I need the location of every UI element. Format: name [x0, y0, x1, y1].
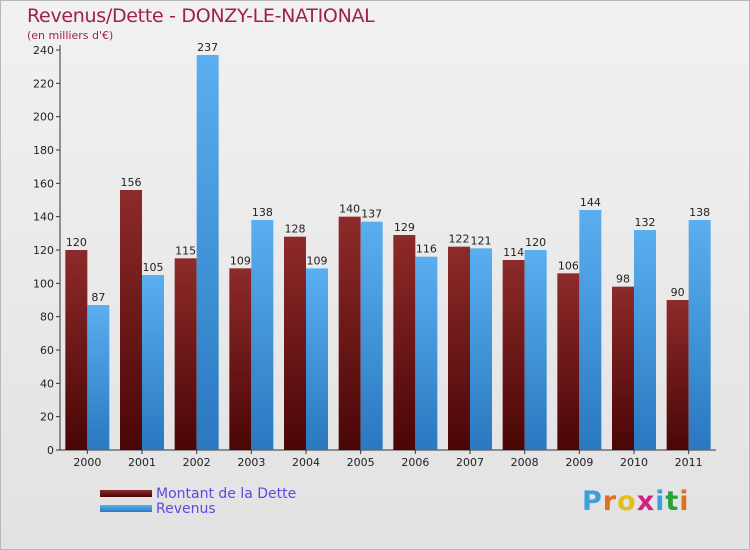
bar-revenus [360, 221, 383, 450]
y-tick-label: 180 [33, 144, 54, 157]
bar-dette [174, 258, 197, 450]
bar-dette [557, 273, 580, 450]
bar-revenus [251, 220, 274, 450]
data-label-dette: 98 [616, 273, 630, 286]
y-tick-label: 200 [33, 111, 54, 124]
y-tick-label: 120 [33, 244, 54, 257]
y-tick-label: 220 [33, 77, 54, 90]
y-tick-label: 160 [33, 177, 54, 190]
bar-dette [448, 246, 470, 450]
bar-revenus [634, 230, 656, 450]
data-label-dette: 115 [175, 244, 196, 257]
bar-revenus [688, 220, 711, 450]
legend-swatch-revenue [100, 505, 152, 512]
axes: 0 20 40 60 80 100 120 140 160 180 200 220 240 2000 200… [33, 44, 716, 469]
data-label-dette: 156 [121, 176, 142, 189]
data-label-dette: 128 [285, 223, 306, 236]
data-label-revenus: 138 [252, 206, 273, 219]
logo-letter: i [655, 486, 666, 517]
x-tick-label: 2000 [73, 456, 101, 469]
x-tick-label: 2003 [237, 456, 265, 469]
bar-dette [502, 260, 525, 450]
logo-letter: x [636, 486, 656, 517]
data-label-revenus: 116 [416, 243, 437, 256]
bar-revenus [196, 55, 219, 450]
bar-dette [612, 286, 634, 450]
bar-revenus [470, 248, 492, 450]
legend-label-revenue: Revenus [156, 500, 216, 517]
y-tick-label: 20 [40, 411, 54, 424]
legend-item-debt: Montant de la Dette [100, 485, 297, 502]
data-label-dette: 106 [558, 259, 579, 272]
legend-item-revenue: Revenus [100, 500, 296, 517]
bar-revenus [142, 275, 164, 450]
x-tick-label: 2004 [292, 456, 320, 469]
data-label-dette: 129 [394, 221, 415, 234]
bar-dette [284, 236, 306, 450]
data-label-revenus: 137 [361, 208, 382, 221]
y-tick-label: 80 [40, 311, 54, 324]
data-label-revenus: 105 [143, 261, 164, 274]
bar-dette [393, 235, 416, 450]
chart-subtitle: (en milliers d'€) [27, 29, 114, 42]
data-label-revenus: 87 [91, 291, 105, 304]
x-tick-label: 2011 [675, 456, 703, 469]
y-tick-label: 140 [33, 211, 54, 224]
chart-title: Revenus/Dette - DONZY-LE-NATIONAL [27, 5, 375, 27]
bar-dette [338, 216, 361, 450]
logo-letter: o [617, 486, 637, 517]
data-label-dette: 114 [503, 246, 524, 259]
bar-revenus [87, 305, 110, 450]
x-tick-label: 2001 [128, 456, 156, 469]
bar-dette [229, 268, 252, 450]
bar-dette [65, 250, 88, 450]
data-label-revenus: 132 [635, 216, 656, 229]
data-label-revenus: 121 [471, 234, 492, 247]
data-label-revenus: 144 [580, 196, 601, 209]
x-tick-label: 2006 [401, 456, 429, 469]
logo-letter: t [665, 486, 680, 517]
legend-swatch-debt [100, 490, 152, 497]
bar-dette [120, 190, 142, 450]
bar-revenus [306, 268, 328, 450]
bar-revenus [415, 256, 438, 450]
y-tick-label: 240 [33, 44, 54, 57]
legend: Montant de la Dette Revenus [100, 485, 297, 517]
proxiti-logo: Proxiti [582, 486, 690, 517]
y-tick-label: 60 [40, 344, 54, 357]
data-label-revenus: 138 [689, 206, 710, 219]
data-label-revenus: 120 [525, 236, 546, 249]
bar-revenus [579, 210, 602, 450]
x-tick-label: 2002 [183, 456, 211, 469]
y-tick-label: 40 [40, 377, 54, 390]
data-label-dette: 90 [671, 286, 685, 299]
bar-dette [666, 300, 689, 450]
data-label-revenus: 237 [197, 41, 218, 54]
y-tick-label: 100 [33, 277, 54, 290]
x-tick-label: 2008 [511, 456, 539, 469]
x-tick-label: 2009 [565, 456, 593, 469]
logo-letter: P [582, 486, 603, 517]
data-label-dette: 122 [449, 233, 470, 246]
logo-letter: i [679, 486, 690, 517]
data-label-revenus: 109 [307, 254, 328, 267]
x-tick-label: 2005 [347, 456, 375, 469]
data-label-dette: 120 [66, 236, 87, 249]
x-tick-label: 2007 [456, 456, 484, 469]
bar-revenus [524, 250, 547, 450]
y-tick-label: 0 [47, 444, 54, 457]
logo-letter: r [602, 486, 618, 517]
bars [65, 55, 711, 450]
data-label-dette: 109 [230, 254, 251, 267]
x-tick-label: 2010 [620, 456, 648, 469]
data-label-dette: 140 [339, 203, 360, 216]
legend-label-debt: Montant de la Dette [156, 485, 297, 502]
